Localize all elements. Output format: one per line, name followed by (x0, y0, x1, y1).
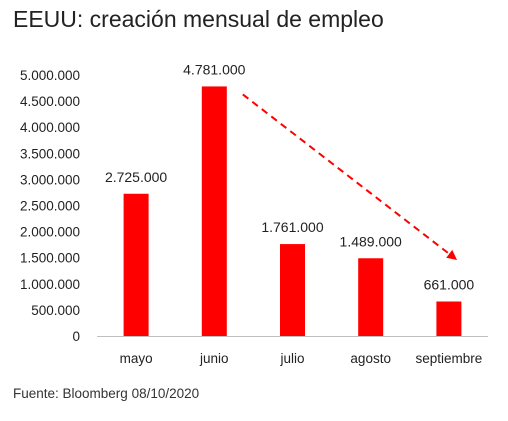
bar (123, 193, 149, 336)
y-tick-label: 500.000 (31, 303, 80, 318)
source-note: Fuente: Bloomberg 08/10/2020 (13, 386, 200, 401)
bar (358, 258, 384, 336)
data-label: 1.761.000 (261, 219, 323, 235)
y-tick-label: 2.000.000 (20, 225, 80, 240)
x-tick-label: mayo (120, 351, 153, 366)
y-tick-label: 1.500.000 (20, 251, 80, 266)
bars (123, 86, 462, 337)
x-tick-label: agosto (350, 351, 391, 366)
x-tick-label: junio (199, 351, 229, 366)
y-tick-label: 3.500.000 (20, 146, 80, 161)
trend-arrow (242, 93, 458, 260)
y-tick-label: 5.000.000 (20, 68, 80, 83)
y-tick-label: 2.500.000 (20, 199, 80, 214)
x-tick-label: julio (279, 351, 304, 366)
bar (436, 301, 462, 336)
data-label: 661.000 (424, 276, 475, 292)
y-tick-label: 3.000.000 (20, 172, 80, 187)
data-label: 4.781.000 (183, 61, 245, 77)
x-axis-tick-labels: mayo junio julio agosto septiembre (120, 351, 483, 366)
data-label: 1.489.000 (340, 233, 402, 249)
data-labels: 2.725.000 4.781.000 1.761.000 1.489.000 661.… (105, 61, 474, 292)
bar (280, 244, 305, 336)
y-tick-label: 4.500.000 (20, 94, 80, 109)
y-tick-label: 4.000.000 (20, 120, 80, 135)
y-tick-label: 1.000.000 (20, 277, 80, 292)
chart-title: EEUU: creación mensual de empleo (13, 6, 384, 32)
x-tick-label: septiembre (416, 351, 483, 366)
data-label: 2.725.000 (105, 169, 167, 185)
bar (201, 86, 227, 337)
y-axis-tick-labels: 0 500.000 1.000.000 1.500.000 2.000.000 2.500… (20, 68, 80, 344)
y-tick-label: 0 (72, 329, 80, 344)
